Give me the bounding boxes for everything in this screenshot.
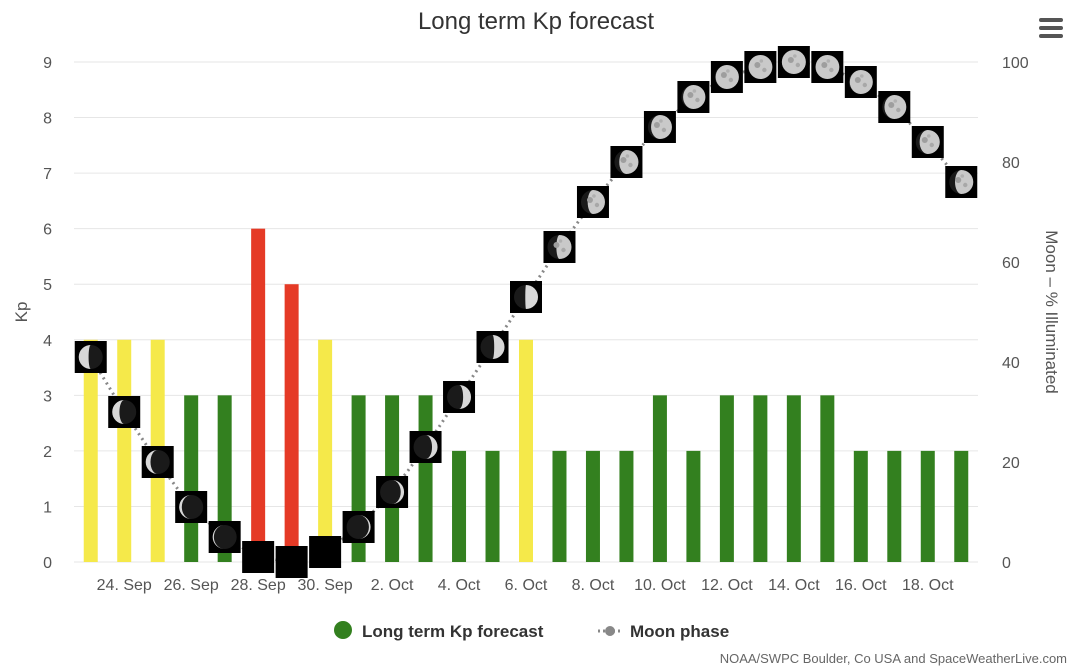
- legend-item-kp[interactable]: Long term Kp forecast: [334, 621, 544, 641]
- y-axis-right: 0 20 40 60 80 100: [1002, 55, 1029, 572]
- y-tick-label: 4: [43, 333, 52, 350]
- y-tick-label: 6: [43, 222, 52, 239]
- moon-phase-marker[interactable]: [141, 446, 174, 478]
- kp-bar[interactable]: [920, 450, 935, 562]
- moon-phase-marker[interactable]: [744, 51, 777, 83]
- moon-phase-marker[interactable]: [108, 396, 141, 428]
- x-tick-label: 14. Oct: [768, 577, 820, 594]
- kp-bar[interactable]: [786, 395, 801, 562]
- legend-moon-marker: [605, 626, 615, 636]
- kp-bar[interactable]: [719, 395, 734, 562]
- kp-bar[interactable]: [552, 450, 567, 562]
- kp-bar[interactable]: [652, 395, 667, 562]
- x-tick-label: 16. Oct: [835, 577, 887, 594]
- moon-phase-marker[interactable]: [510, 281, 542, 313]
- moon-phase-marker[interactable]: [275, 546, 308, 578]
- kp-bar[interactable]: [318, 339, 333, 562]
- moon-phase-marker[interactable]: [576, 186, 609, 218]
- y-tick-label: 2: [43, 444, 52, 461]
- moon-phase-marker[interactable]: [175, 491, 208, 523]
- legend: Long term Kp forecast Moon phase: [334, 621, 729, 641]
- moon-phase-marker[interactable]: [309, 536, 342, 568]
- y-tick-label: 7: [43, 166, 52, 183]
- y-tick-label: 5: [43, 277, 52, 294]
- legend-kp-label: Long term Kp forecast: [362, 622, 544, 641]
- moon-phase-marker[interactable]: [476, 331, 509, 363]
- moon-phase-marker[interactable]: [945, 166, 978, 198]
- x-tick-label: 12. Oct: [701, 577, 753, 594]
- kp-bar[interactable]: [519, 339, 533, 562]
- moon-phase-marker[interactable]: [710, 61, 743, 93]
- x-tick-label: 18. Oct: [902, 577, 954, 594]
- kp-bar[interactable]: [184, 395, 199, 562]
- kp-bar[interactable]: [284, 284, 299, 562]
- kp-bar[interactable]: [117, 339, 132, 562]
- moon-phase-marker[interactable]: [443, 381, 476, 413]
- x-tick-label: 24. Sep: [97, 577, 152, 594]
- y2-tick-label: 0: [1002, 555, 1011, 572]
- credit-text[interactable]: NOAA/SWPC Boulder, Co USA and SpaceWeath…: [720, 651, 1067, 666]
- moon-phase-marker[interactable]: [543, 231, 576, 263]
- legend-kp-marker: [334, 621, 352, 639]
- moon-phase-marker[interactable]: [911, 126, 944, 158]
- moon-phase-marker[interactable]: [677, 81, 710, 113]
- y-tick-label: 1: [43, 499, 52, 516]
- kp-bar[interactable]: [585, 450, 600, 562]
- moon-phase-marker[interactable]: [242, 541, 275, 573]
- y2-tick-label: 60: [1002, 255, 1020, 272]
- x-tick-label: 6. Oct: [505, 577, 548, 594]
- chart-title: Long term Kp forecast: [418, 8, 654, 35]
- x-tick-label: 8. Oct: [572, 577, 615, 594]
- y2-axis-title: Moon – % Illuminated: [1042, 230, 1061, 393]
- x-tick-label: 2. Oct: [371, 577, 414, 594]
- x-tick-label: 26. Sep: [164, 577, 219, 594]
- y2-tick-label: 40: [1002, 355, 1020, 372]
- y-axis-left: 0 1 2 3 4 5 6 7 8 9: [43, 55, 52, 572]
- moon-phase-marker[interactable]: [643, 111, 676, 143]
- kp-bar[interactable]: [954, 450, 969, 562]
- moon-phase-marker[interactable]: [777, 46, 810, 78]
- legend-moon-label: Moon phase: [630, 622, 729, 641]
- moon-phase-marker[interactable]: [74, 341, 107, 373]
- x-tick-label: 4. Oct: [438, 577, 481, 594]
- kp-bar[interactable]: [753, 395, 768, 562]
- kp-bar[interactable]: [452, 450, 467, 562]
- menu-button[interactable]: [1034, 14, 1068, 44]
- x-axis: 24. Sep 26. Sep 28. Sep 30. Sep 2. Oct 4. Oct…: [97, 577, 954, 594]
- moon-phase-marker[interactable]: [376, 476, 409, 508]
- kp-bar[interactable]: [887, 450, 902, 562]
- hamburger-menu-icon: [1039, 18, 1063, 38]
- x-tick-label: 10. Oct: [634, 577, 686, 594]
- kp-bar[interactable]: [820, 395, 835, 562]
- moon-phase-marker[interactable]: [342, 511, 375, 543]
- moon-phase-marker[interactable]: [208, 521, 241, 553]
- kp-bar[interactable]: [619, 450, 634, 562]
- y-axis-title: Kp: [12, 302, 31, 323]
- y-tick-label: 0: [43, 555, 52, 572]
- kp-bar[interactable]: [686, 450, 701, 562]
- y-tick-label: 3: [43, 388, 52, 405]
- legend-item-moon[interactable]: Moon phase: [598, 622, 729, 641]
- moon-phase-marker[interactable]: [811, 51, 844, 83]
- moon-phase-marker[interactable]: [878, 91, 911, 123]
- y2-tick-label: 20: [1002, 455, 1020, 472]
- kp-bar[interactable]: [418, 395, 433, 562]
- moon-phase-series: [74, 46, 978, 578]
- x-tick-label: 30. Sep: [298, 577, 353, 594]
- kp-bar[interactable]: [83, 339, 98, 562]
- y-tick-label: 8: [43, 111, 52, 128]
- kp-bar[interactable]: [485, 450, 500, 562]
- moon-phase-marker[interactable]: [409, 431, 442, 463]
- kp-bar[interactable]: [853, 450, 868, 562]
- kp-bar[interactable]: [217, 395, 232, 562]
- y2-tick-label: 100: [1002, 55, 1029, 72]
- y-tick-label: 9: [43, 55, 52, 72]
- kp-bar[interactable]: [251, 228, 266, 562]
- x-tick-label: 28. Sep: [231, 577, 286, 594]
- moon-phase-marker[interactable]: [610, 146, 643, 178]
- moon-phase-marker[interactable]: [844, 66, 877, 98]
- y2-tick-label: 80: [1002, 155, 1020, 172]
